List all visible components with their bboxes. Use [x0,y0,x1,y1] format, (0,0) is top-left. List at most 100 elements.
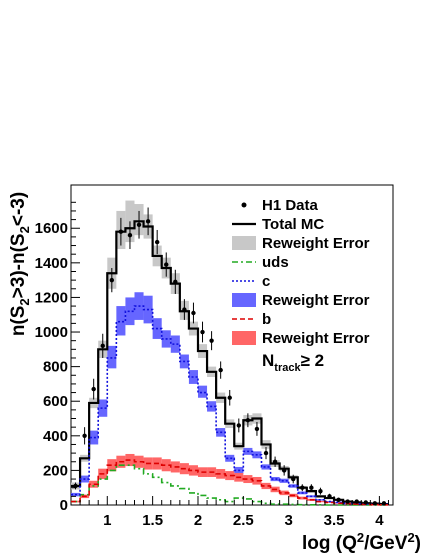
y-tick-label-5: 1000 [35,324,68,341]
band-bin-7-23 [279,490,289,496]
y-tick-label-8: 1600 [35,220,68,237]
legend-label-3: uds [262,254,289,271]
data-point-7 [136,222,142,227]
ntrack-annotation: Ntrack≥ 2 [262,351,324,374]
band-bin-5-5 [116,306,126,336]
legend-box-2 [232,236,256,250]
band-bin-5-14 [197,385,208,398]
legend-label-0: H1 Data [262,197,319,214]
data-point-30 [345,499,350,504]
data-point-5 [118,229,124,234]
y-title-sub-1: 2 [17,298,32,305]
plot-frame [70,184,394,506]
y-title-part-3: <-3) [8,192,29,226]
x-tick-label-3: 2.5 [233,512,254,529]
y-title-part-1: n(S [8,306,29,337]
x-title-sup-2: 2 [407,530,414,545]
x-title-part-1: log (Q [302,533,357,554]
y-tick-label-0: 0 [60,497,68,514]
band-bin-5-3 [98,399,108,417]
legend-label-4: c [262,273,270,290]
band-bin-7-4 [107,459,117,472]
data-point-10 [164,262,169,267]
y-axis-title: n(S2>3)-n(S2<-3) [8,192,32,336]
band-bin-5-17 [225,454,235,462]
legend-label-6: b [262,311,271,328]
y-tick-label-1: 200 [43,462,68,479]
data-point-26 [309,485,314,490]
band-bin-7-7 [134,455,144,468]
ntrack-tail: ≥ 2 [301,351,325,370]
data-point-22 [272,459,278,464]
band-bin-5-6 [125,297,135,326]
data-point-33 [372,501,378,506]
data-point-16 [218,367,223,373]
legend-box-7 [232,331,256,345]
data-point-23 [281,468,287,473]
legend-label-7: Reweight Error [262,330,370,347]
band-bin-5-4 [107,345,117,369]
ntrack-main: N [262,351,274,370]
x-tick-label-2: 2 [194,512,202,529]
band-bin-7-17 [225,471,235,481]
x-title-sup-1: 2 [357,530,364,545]
data-point-14 [200,329,205,335]
data-point-12 [182,307,187,312]
band-bin-7-28 [324,501,335,503]
band-bin-7-13 [188,465,198,476]
band-bin-5-22 [270,476,280,482]
data-point-21 [263,450,269,456]
data-point-25 [300,485,305,490]
data-point-20 [254,426,260,432]
data-points [73,207,387,506]
x-title-part-3: ) [415,533,421,554]
y-title-part-2: >3)-n(S [8,233,29,298]
data-point-8 [145,219,151,224]
legend: H1 Data Total MC Reweight Error uds c Reweigh… [232,197,370,347]
band-bin-7-2 [89,480,99,488]
y-title-sub-2: 2 [17,226,32,233]
legend-label-2: Reweight Error [262,235,370,252]
data-point-13 [191,310,196,316]
data-point-0 [73,483,78,489]
x-tick-label-5: 3.5 [324,512,345,529]
band-bin-7-16 [216,469,226,479]
data-point-2 [91,386,96,392]
data-point-18 [236,423,242,428]
x-axis-title: log (Q2/GeV2) [302,530,421,554]
data-point-32 [363,500,368,505]
band-bin-5-21 [261,464,271,470]
band-bin-7-25 [297,496,307,500]
band-bin-7-19 [243,475,253,484]
y-tick-label-4: 800 [43,359,68,376]
x-tick-label-6: 4 [375,512,384,529]
data-point-1 [82,433,87,439]
data-point-31 [354,499,359,504]
y-tick-label-2: 400 [43,428,68,445]
data-point-11 [173,279,178,285]
data-point-27 [318,488,323,494]
ntrack-sub: track [274,362,301,374]
data-point-34 [381,501,387,506]
x-tick-label-1: 1.5 [142,512,163,529]
axes: 0 200 400 600 800 1000 1200 1400 1600 1 1.5 2 2.5 3 3.… [35,201,389,529]
data-point-3 [100,343,105,349]
y-tick-label-6: 1200 [35,289,68,306]
x-tick-label-4: 3 [285,512,293,529]
legend-label-1: Total MC [262,216,324,233]
x-tick-label-0: 1 [103,512,111,529]
data-point-15 [209,338,214,343]
data-point-17 [227,395,232,400]
data-point-29 [336,497,341,503]
band-bin-5-23 [279,478,289,483]
data-point-19 [245,418,251,423]
data-point-24 [291,476,296,482]
data-point-6 [127,232,133,238]
band-bin-5-29 [334,501,344,503]
data-point-4 [109,277,115,283]
data-point-9 [154,239,160,245]
y-tick-label-7: 1400 [35,255,68,272]
y-tick-label-3: 600 [43,393,68,410]
band-bin-5-2 [89,430,99,445]
